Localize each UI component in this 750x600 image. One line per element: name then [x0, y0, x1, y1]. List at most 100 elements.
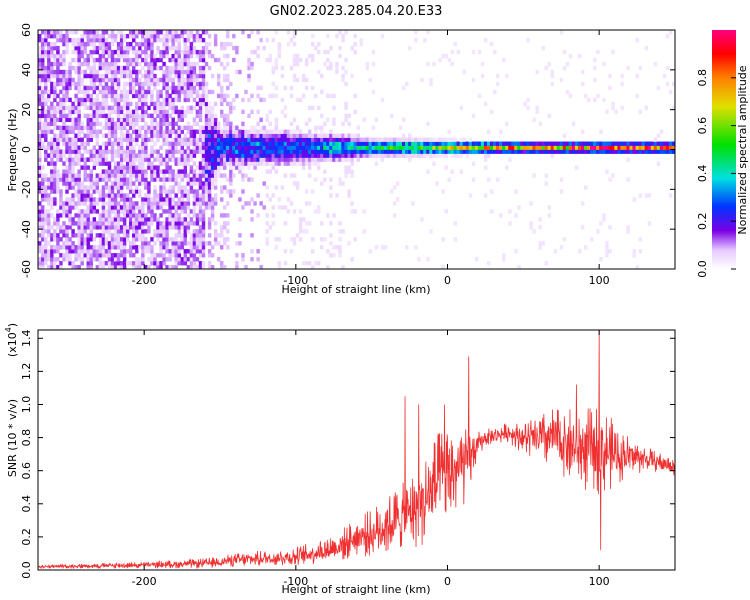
- spectrogram-cell: [183, 253, 188, 258]
- spectrogram-cell: [104, 57, 109, 63]
- spectrogram-cell: [119, 69, 124, 75]
- spectrogram-cell: [483, 193, 488, 198]
- spectrogram-y-tick-label: 20: [20, 103, 33, 117]
- spectrogram-cell: [183, 89, 188, 95]
- spectrogram-cell: [201, 225, 206, 230]
- spectrogram-cell: [47, 153, 51, 158]
- spectrogram-cell: [374, 153, 379, 158]
- spectrogram-cell: [144, 97, 148, 103]
- spectrogram-cell: [174, 97, 178, 103]
- spectrogram-cell: [174, 53, 178, 59]
- spectrogram-cell: [168, 37, 172, 43]
- spectrogram-cell: [144, 57, 148, 63]
- spectrogram-cell: [68, 261, 72, 266]
- spectrogram-cell: [289, 65, 294, 71]
- spectrogram-cell: [359, 37, 363, 43]
- spectrogram-cell: [104, 73, 109, 79]
- spectrogram-cell: [98, 105, 103, 111]
- spectrogram-cell: [192, 209, 197, 214]
- spectrogram-cell: [223, 205, 227, 210]
- spectrogram-cell: [53, 201, 57, 206]
- spectrogram-cell: [59, 61, 63, 67]
- spectrogram-cell: [189, 249, 194, 254]
- spectrogram-cell: [38, 89, 42, 95]
- spectrogram-cell: [86, 141, 90, 146]
- spectrogram-cell: [144, 141, 148, 146]
- spectrogram-cell: [165, 121, 169, 126]
- spectrogram-cell: [68, 241, 72, 246]
- spectrogram-cell: [311, 189, 315, 194]
- spectrogram-cell: [620, 145, 624, 150]
- spectrogram-cell: [447, 177, 451, 182]
- spectrogram-cell: [198, 165, 203, 170]
- spectrogram-cell: [262, 45, 266, 51]
- spectrogram-cell: [171, 109, 175, 115]
- snr-y-tick-label: 0.0: [20, 561, 33, 579]
- spectrogram-cell: [110, 233, 115, 238]
- spectrogram-cell: [135, 73, 139, 79]
- spectrogram-cell: [280, 129, 285, 134]
- spectrogram-cell: [232, 141, 236, 146]
- spectrogram-cell: [304, 85, 309, 91]
- spectrogram-cell: [226, 153, 230, 158]
- spectrogram-cell: [201, 265, 206, 269]
- spectrogram-cell: [405, 149, 409, 154]
- spectrogram-cell: [153, 30, 157, 35]
- spectrogram-cell: [232, 129, 236, 134]
- spectrogram-cell: [122, 253, 127, 258]
- spectrogram-cell: [274, 245, 279, 250]
- spectrogram-cell: [98, 193, 103, 198]
- spectrogram-cell: [138, 149, 142, 154]
- spectrogram-cell: [92, 197, 97, 202]
- spectrogram-cell: [89, 225, 93, 230]
- spectrogram-cell: [159, 253, 163, 258]
- spectrogram-cell: [132, 241, 136, 246]
- spectrogram-cell: [371, 149, 376, 154]
- spectrogram-cell: [462, 149, 467, 154]
- spectrogram-cell: [125, 213, 130, 218]
- spectrogram-cell: [250, 49, 254, 55]
- spectrogram-cell: [292, 129, 297, 134]
- spectrogram-cell: [271, 65, 275, 71]
- spectrogram-cell: [216, 165, 221, 170]
- spectrogram-cell: [223, 225, 227, 230]
- spectrogram-cell: [241, 129, 245, 134]
- spectrogram-cell: [402, 153, 406, 158]
- spectrogram-cell: [341, 229, 345, 234]
- snr-x-tick-label: -100: [283, 575, 308, 588]
- spectrogram-cell: [253, 145, 257, 150]
- spectrogram-cell: [44, 257, 48, 262]
- spectrogram-cell: [207, 101, 212, 107]
- snr-y-tick-label: 0.4: [20, 495, 33, 513]
- spectrogram-cell: [71, 77, 75, 83]
- spectrogram-cell: [383, 145, 388, 150]
- spectrogram-cell: [68, 137, 72, 142]
- spectrogram-cell: [53, 189, 57, 194]
- spectrogram-cell: [314, 129, 318, 134]
- spectrogram-cell: [584, 245, 588, 250]
- spectrogram-cell: [150, 257, 154, 262]
- spectrogram-cell: [162, 229, 166, 234]
- spectrogram-cell: [116, 165, 121, 170]
- spectrogram-cell: [68, 225, 72, 230]
- spectrogram-cell: [559, 77, 564, 83]
- spectrogram-cell: [635, 93, 639, 99]
- spectrogram-cell: [125, 237, 130, 242]
- spectrogram-cell: [201, 53, 206, 59]
- spectrogram-cell: [113, 241, 118, 246]
- spectrogram-cell: [207, 89, 212, 95]
- spectrogram-cell: [47, 193, 51, 198]
- spectrogram-cell: [326, 265, 330, 269]
- spectrogram-cell: [141, 133, 145, 138]
- spectrogram-cell: [201, 129, 206, 134]
- spectrogram-cell: [41, 165, 45, 170]
- spectrogram-cell: [156, 93, 160, 99]
- spectrogram-cell: [62, 153, 66, 158]
- spectrogram-cell: [77, 197, 81, 202]
- spectrogram-cell: [441, 265, 445, 269]
- spectrogram-cell: [262, 149, 266, 154]
- spectrogram-cell: [171, 81, 175, 87]
- spectrogram-cell: [80, 49, 84, 55]
- spectrogram-cell: [562, 145, 567, 150]
- spectrogram-cell: [104, 253, 109, 258]
